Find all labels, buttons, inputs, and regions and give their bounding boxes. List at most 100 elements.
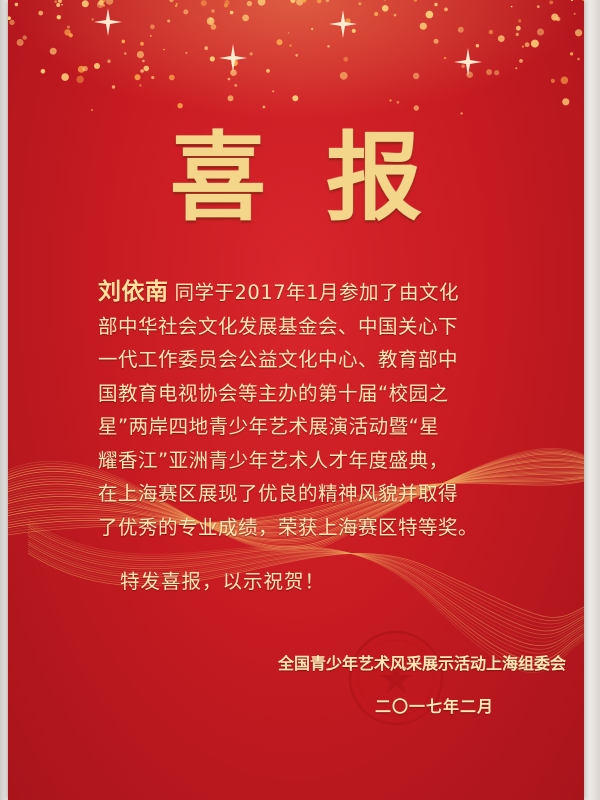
sparkle-dot xyxy=(434,2,438,7)
sparkle-dot xyxy=(105,0,114,5)
sparkle-dot xyxy=(339,71,348,80)
wave-line xyxy=(8,462,584,538)
sparkle-dot xyxy=(177,103,183,109)
sparkle-dot xyxy=(174,4,178,8)
sparkle-dot xyxy=(163,48,165,51)
wave-line xyxy=(27,535,584,647)
wave-line xyxy=(8,474,584,526)
sparkle-dot xyxy=(49,47,57,55)
sparkle-dot xyxy=(443,56,447,60)
sparkle-dot xyxy=(276,39,283,46)
body-line-5: 星”两岸四地青少年艺术展演活动暨“星 xyxy=(98,415,440,438)
sparkle-dot xyxy=(134,74,141,81)
certificate-poster: 喜报 刘依南 同学于2017年1月参加了由文化 部中华社会文化发展基金会、中国关心… xyxy=(8,0,584,800)
sparkle-dot xyxy=(327,45,330,48)
sparkle-dot xyxy=(515,67,518,70)
sparkle-dot xyxy=(413,0,417,2)
sparkle-dot xyxy=(9,19,15,26)
sparkle-dot xyxy=(419,22,427,30)
sparkle-dot xyxy=(486,69,493,76)
wave-line xyxy=(8,475,584,525)
sparkle-dot xyxy=(570,52,574,56)
sparkle-dot xyxy=(343,56,349,62)
wave-line xyxy=(27,528,584,658)
wave-line xyxy=(8,471,584,529)
wave-line xyxy=(8,449,584,552)
sparkle-dot xyxy=(510,5,513,8)
sparkle-dot xyxy=(76,75,84,84)
sparkle-dot xyxy=(227,77,231,81)
sparkle-dot xyxy=(325,0,330,3)
sparkle-dot xyxy=(295,54,299,57)
body-line-7: 在上海赛区展现了优良的精神风貌并取得 xyxy=(98,482,459,505)
sparkle-dot xyxy=(515,32,519,37)
sparkle-dot xyxy=(384,0,386,1)
sparkle-dot xyxy=(497,35,505,42)
sparkle-dot xyxy=(169,0,174,3)
sparkle-dot xyxy=(560,76,569,85)
gold-wave-lines-icon xyxy=(8,448,584,674)
sparkle-dot xyxy=(227,95,234,102)
wave-line xyxy=(8,453,584,547)
sparkle-dot xyxy=(150,24,155,30)
sparkle-dot xyxy=(302,0,307,3)
sparkle-dot xyxy=(234,84,238,87)
wave-line xyxy=(27,548,584,625)
wave-line xyxy=(8,465,584,535)
sparkle-dot xyxy=(475,44,480,48)
issue-date: 二〇一七年二月 xyxy=(375,697,495,716)
sparkle-dot xyxy=(102,4,106,7)
recipient-name: 刘依南 xyxy=(98,279,169,305)
star-sparkle xyxy=(219,44,247,72)
sparkle-dot xyxy=(381,5,389,12)
sparkle-dot xyxy=(573,12,576,15)
sparkle-dot xyxy=(90,108,93,112)
sparkle-dot xyxy=(149,34,152,37)
wave-line xyxy=(27,543,584,632)
sparkle-dot xyxy=(40,69,46,74)
sparkle-dot xyxy=(549,0,554,5)
sparkle-dot xyxy=(515,25,521,31)
wave-line xyxy=(27,546,584,628)
sparkle-dot xyxy=(550,78,556,83)
sparkle-dot xyxy=(230,69,237,76)
announcement-body: 刘依南 同学于2017年1月参加了由文化 部中华社会文化发展基金会、中国关心下 一… xyxy=(98,276,518,544)
sparkle-dot xyxy=(262,105,266,109)
sparkle-dot xyxy=(54,0,58,3)
sparkle-dot xyxy=(396,100,400,104)
wave-line xyxy=(8,478,584,531)
sparkle-dot xyxy=(570,0,573,2)
sparkle-dot xyxy=(121,39,126,44)
body-line-1: 刘依南 同学于2017年1月参加了由文化 xyxy=(98,276,518,310)
sparkle-dot xyxy=(536,28,545,36)
sparkle-dot xyxy=(96,1,104,8)
sparkle-dot xyxy=(140,69,144,73)
sparkle-dot xyxy=(562,98,570,106)
sparkle-dot xyxy=(519,59,523,63)
sparkle-dot xyxy=(536,5,540,8)
body-line-8: 了优秀的专业成绩，荣获上海赛区特等奖。 xyxy=(98,515,479,539)
sparkle-dot xyxy=(551,13,559,21)
wave-line xyxy=(8,469,584,531)
sparkle-dot xyxy=(107,59,111,63)
sparkle-dot xyxy=(136,51,144,59)
closing-line: 特发喜报，以示祝贺！ xyxy=(120,570,326,593)
sparkle-dot xyxy=(223,3,228,8)
sparkle-dot xyxy=(81,0,89,8)
sparkle-dot xyxy=(8,16,11,20)
sparkle-dot xyxy=(412,72,420,80)
sparkle-dot xyxy=(351,28,356,33)
wave-line xyxy=(27,519,584,674)
sparkle-dot xyxy=(91,18,94,21)
sparkle-dot xyxy=(209,56,215,62)
star-sparkle xyxy=(329,10,357,38)
body-line-text: 同学于2017年1月参加了由文化 xyxy=(174,281,460,304)
wave-line xyxy=(8,476,584,526)
wave-line xyxy=(8,480,584,536)
sparkle-dot xyxy=(22,35,27,40)
sparkle-dot xyxy=(143,65,150,72)
sparkle-dot xyxy=(242,14,250,22)
wave-line xyxy=(8,473,584,527)
sparkle-dot xyxy=(461,64,465,68)
wave-line xyxy=(27,537,584,643)
